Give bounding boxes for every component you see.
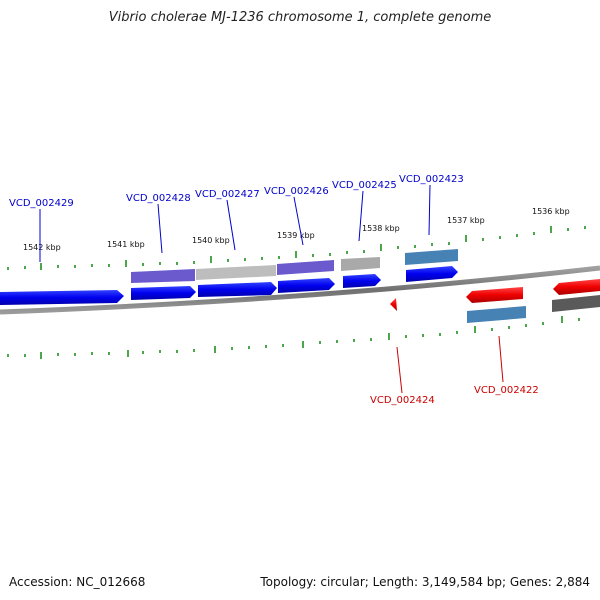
scale-labels: 1542 kbp 1541 kbp 1540 kbp 1539 kbp 1538… xyxy=(23,207,570,252)
reverse-gene-labels: VCD_002424 VCD_002422 xyxy=(370,385,539,406)
genome-summary: Topology: circular; Length: 3,149,584 bp… xyxy=(260,575,590,589)
reverse-gene-arrow[interactable] xyxy=(390,298,397,311)
gene-label[interactable]: VCD_002425 xyxy=(332,180,397,191)
feature-bar[interactable] xyxy=(341,257,380,271)
gene-label[interactable]: VCD_002426 xyxy=(264,186,329,197)
forward-gene-labels: VCD_002429 VCD_002428 VCD_002427 VCD_002… xyxy=(9,174,464,209)
scale-label: 1539 kbp xyxy=(277,231,315,240)
feature-bar[interactable] xyxy=(405,249,458,265)
feature-bar[interactable] xyxy=(131,269,195,283)
forward-gene-arrow[interactable] xyxy=(343,274,381,288)
feature-bar[interactable] xyxy=(277,260,334,275)
reverse-feature-bars xyxy=(467,295,600,323)
feature-bar[interactable] xyxy=(552,295,600,312)
scale-label: 1541 kbp xyxy=(107,240,145,249)
chromosome-backbone xyxy=(0,265,600,315)
reverse-gene-arrow[interactable] xyxy=(466,287,523,303)
gene-label[interactable]: VCD_002423 xyxy=(399,174,464,185)
feature-bar[interactable] xyxy=(196,265,276,280)
forward-gene-arrow[interactable] xyxy=(0,290,124,305)
reverse-strand-genes xyxy=(390,279,600,311)
scale-label: 1536 kbp xyxy=(532,207,570,216)
forward-gene-arrow[interactable] xyxy=(278,278,335,293)
gene-label[interactable]: VCD_002428 xyxy=(126,193,191,204)
forward-gene-arrow[interactable] xyxy=(131,286,196,300)
accession-label: Accession: NC_012668 xyxy=(9,575,146,589)
lower-scale-ruler xyxy=(7,316,580,359)
feature-bar[interactable] xyxy=(467,306,526,323)
gene-label[interactable]: VCD_002424 xyxy=(370,395,435,406)
reverse-gene-arrow[interactable] xyxy=(553,279,600,295)
scale-label: 1542 kbp xyxy=(23,243,61,252)
gene-label[interactable]: VCD_002422 xyxy=(474,385,539,396)
upper-scale-ruler xyxy=(7,226,586,270)
page-title: Vibrio cholerae MJ-1236 chromosome 1, co… xyxy=(108,10,492,25)
forward-gene-arrow[interactable] xyxy=(406,266,458,282)
scale-label: 1538 kbp xyxy=(362,224,400,233)
scale-label: 1537 kbp xyxy=(447,216,485,225)
scale-label: 1540 kbp xyxy=(192,236,230,245)
forward-strand-genes xyxy=(0,266,458,305)
forward-leader-lines xyxy=(39,184,431,262)
reverse-leader-lines xyxy=(396,335,504,394)
gene-label[interactable]: VCD_002429 xyxy=(9,198,74,209)
forward-feature-bars xyxy=(131,249,458,283)
gene-label[interactable]: VCD_002427 xyxy=(195,189,260,200)
forward-gene-arrow[interactable] xyxy=(198,282,277,297)
